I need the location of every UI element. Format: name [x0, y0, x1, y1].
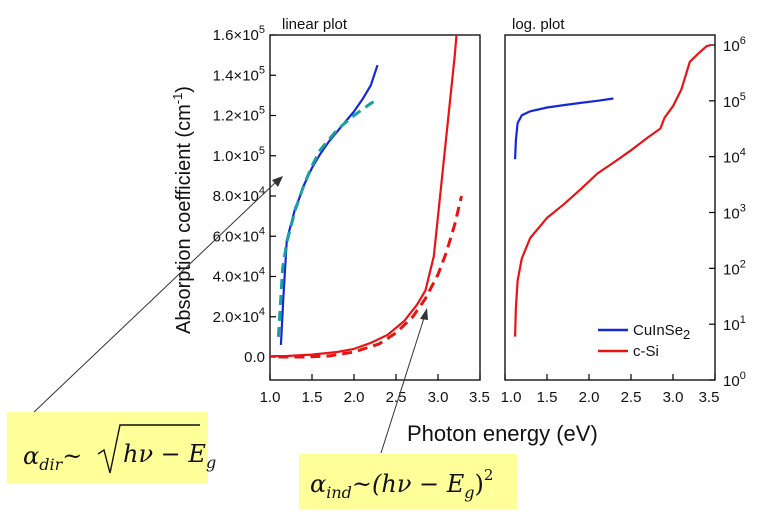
linear-x-tick-label: 2.5	[386, 389, 407, 406]
log-y-tick-label: 103	[723, 203, 746, 223]
arrow-indirect-head	[420, 308, 428, 320]
legend-label-csi: c-Si	[633, 343, 659, 360]
linear-y-tick-label: 1.0×105	[213, 145, 265, 165]
log-y-tick-label: 102	[723, 258, 746, 278]
log-x-tick-label: 3.5	[699, 389, 720, 406]
log-series-c-si-line	[514, 43, 712, 337]
linear-y-tick-label: 6.0×104	[213, 225, 265, 245]
legend: CuInSe2 c-Si	[598, 322, 690, 360]
linear-panel: linear plot 0.0 2.0×104 4.0×104 6.0×104 8.0×…	[213, 16, 490, 406]
linear-x-tick-label: 3.0	[428, 389, 449, 406]
log-x-tick-label: 3.0	[663, 389, 684, 406]
log-y-ticks: 100 101 102 103 104 105 106	[709, 35, 746, 390]
formula-direct: αdir~ hν − Eg	[7, 412, 216, 484]
linear-y-tick-label: 4.0×104	[213, 266, 265, 286]
linear-x-ticks: 1.0 1.5 2.0 2.5 3.0 3.5	[260, 374, 490, 406]
linear-x-tick-label: 1.5	[302, 389, 323, 406]
legend-label-cuinse2: CuInSe2	[633, 322, 690, 342]
arrow-indirect-to-csi	[380, 317, 425, 454]
log-x-ticks: 1.0 1.5 2.0 2.5 3.0 3.5	[501, 374, 720, 406]
log-plot-frame	[504, 34, 716, 381]
log-x-tick-label: 2.5	[621, 389, 642, 406]
linear-y-tick-label: 8.0×104	[213, 185, 265, 205]
linear-series-3-line	[278, 195, 463, 359]
linear-plot-frame	[269, 34, 481, 381]
formula-indirect-text: αind~(hν − Eg)2	[310, 466, 493, 502]
log-panel-title: log. plot	[512, 16, 565, 33]
linear-y-tick-label: 1.4×105	[213, 64, 265, 84]
x-axis-title: Photon energy (eV)	[407, 421, 598, 446]
linear-y-tick-label: 1.2×105	[213, 105, 265, 125]
log-y-tick-label: 106	[723, 35, 746, 55]
y-axis-title: Absorption coefficient (cm-1)	[170, 86, 195, 334]
linear-y-tick-label: 0.0	[244, 349, 265, 366]
log-y-tick-label: 105	[723, 91, 746, 111]
log-x-tick-label: 1.5	[537, 389, 558, 406]
log-series-cuinse2-line	[514, 97, 614, 160]
formula-direct-radicand: hν − Eg	[123, 440, 216, 472]
arrow-direct-head	[272, 176, 283, 187]
linear-series-2-line	[276, 98, 379, 337]
linear-series	[269, 34, 463, 359]
linear-series-1-line	[269, 34, 458, 358]
linear-x-tick-label: 1.0	[260, 389, 281, 406]
linear-x-tick-label: 2.0	[344, 389, 365, 406]
linear-y-tick-label: 2.0×104	[213, 306, 265, 326]
linear-x-tick-label: 3.5	[469, 389, 490, 406]
linear-y-ticks: 0.0 2.0×104 4.0×104 6.0×104 8.0×104 1.0×105 1.…	[213, 24, 276, 366]
linear-panel-title: linear plot	[282, 16, 348, 33]
log-y-tick-label: 101	[723, 314, 746, 334]
log-y-tick-label: 100	[723, 370, 746, 390]
formula-indirect: αind~(hν − Eg)2	[299, 454, 517, 509]
arrow-direct-to-cuinse2	[32, 181, 277, 414]
formula-indirect-highlight	[299, 454, 517, 509]
log-panel: log. plot 100 101 102 103 104 105 106 1.0 1.5 2.…	[501, 16, 746, 406]
sqrt-radical	[97, 424, 200, 474]
log-series	[514, 43, 712, 337]
log-x-tick-label: 1.0	[501, 389, 522, 406]
formula-direct-highlight	[7, 412, 208, 484]
log-y-tick-label: 104	[723, 147, 746, 167]
linear-y-tick-label: 1.6×105	[213, 24, 265, 44]
log-x-tick-label: 2.0	[579, 389, 600, 406]
formula-direct-text: αdir~	[23, 442, 82, 474]
